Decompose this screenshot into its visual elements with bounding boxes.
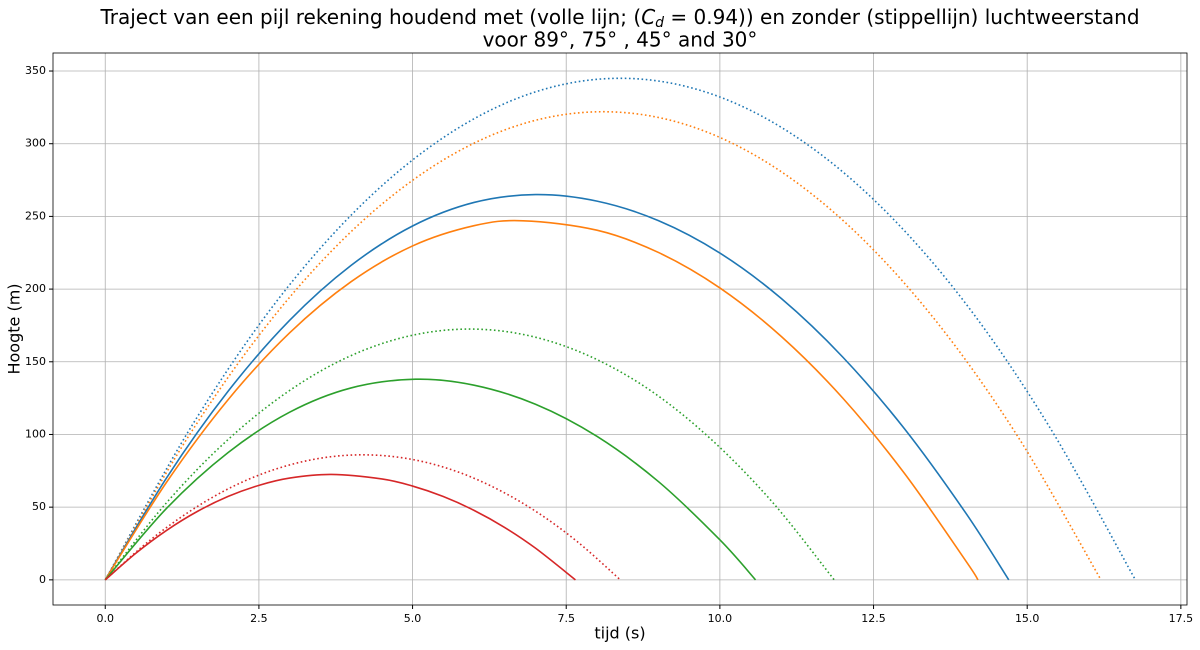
trajectory-line	[104, 473, 576, 581]
x-tick-label: 0.0	[96, 612, 114, 625]
x-tick-label: 10.0	[708, 612, 733, 625]
y-tick-label: 0	[39, 573, 46, 586]
trajectory-line	[104, 193, 1010, 581]
trajectory-line	[104, 378, 757, 581]
y-tick-label: 100	[25, 427, 46, 440]
trajectory-line	[104, 219, 979, 581]
y-tick-label: 50	[32, 500, 46, 513]
title-text: = 0.94)) en zonder (stippellijn) luchtwe…	[664, 5, 1140, 29]
plot-frame	[52, 52, 1188, 606]
chart-title: Traject van een pijl rekening houdend me…	[99, 5, 1139, 32]
y-tick-label: 200	[25, 282, 46, 295]
chart-title: voor 89°, 75° , 45° and 30°	[483, 28, 758, 52]
x-tick-label: 17.5	[1169, 612, 1194, 625]
x-tick-label: 12.5	[861, 612, 886, 625]
x-tick-label: 2.5	[250, 612, 268, 625]
trajectory-line	[104, 328, 835, 581]
y-axis-label: Hoogte (m)	[5, 283, 24, 374]
title-text: d	[655, 15, 664, 31]
x-tick-label: 5.0	[404, 612, 422, 625]
x-tick-label: 7.5	[557, 612, 575, 625]
y-tick-label: 250	[25, 209, 46, 222]
y-tick-label: 150	[25, 355, 46, 368]
title-text: C	[641, 5, 655, 29]
x-axis-label: tijd (s)	[594, 624, 645, 643]
trajectory-line	[104, 77, 1137, 581]
trajectory-line	[104, 110, 1102, 581]
x-tick-label: 15.0	[1015, 612, 1040, 625]
y-tick-label: 300	[25, 137, 46, 150]
trajectory-line	[104, 454, 621, 581]
y-tick-label: 350	[25, 64, 46, 77]
title-text: Traject van een pijl rekening houdend me…	[99, 5, 641, 29]
